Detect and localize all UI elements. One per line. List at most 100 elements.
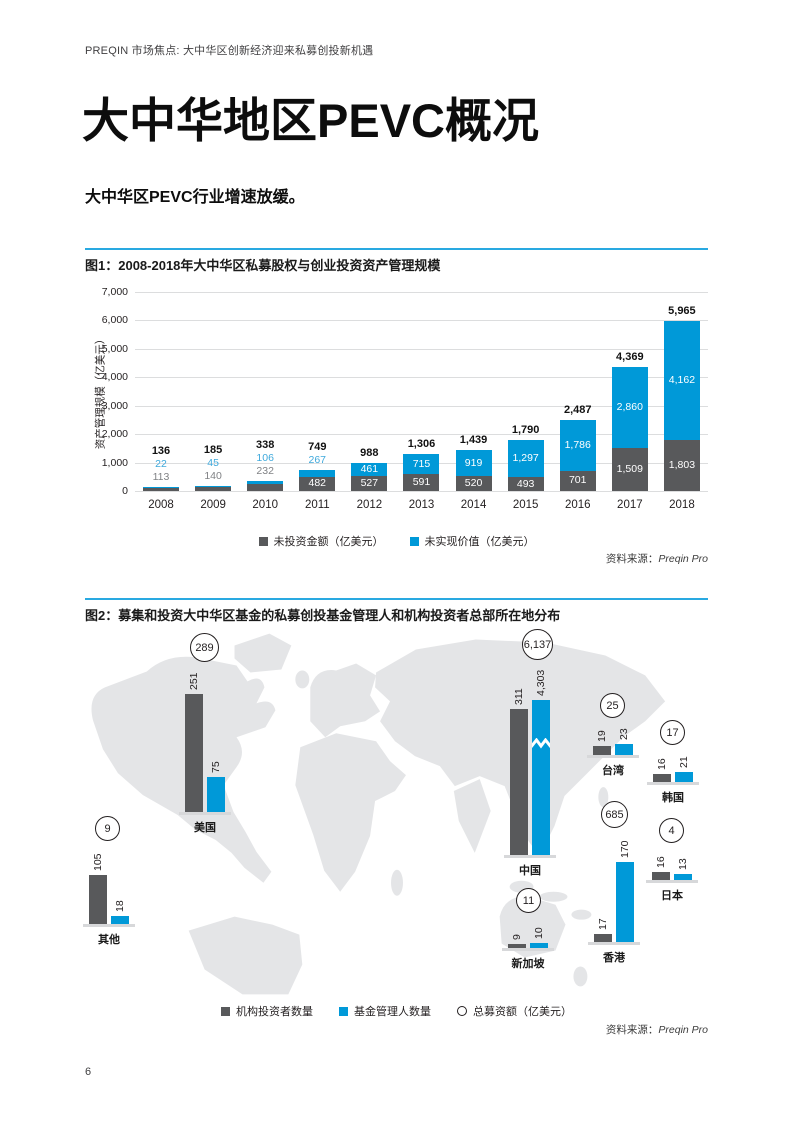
managers-bar — [207, 776, 225, 812]
y-axis-tick-label: 6,000 — [101, 314, 128, 327]
bar-column: 701 1,786 2,487 — [552, 292, 604, 491]
bar-total-label: 185 — [203, 443, 223, 456]
bar-uninvested-label: 113 — [152, 470, 170, 483]
segment-value-label: 2,860 — [616, 400, 643, 413]
bar-column: 520 919 1,439 — [448, 292, 500, 491]
legend-label: 机构投资者数量 — [236, 1006, 313, 1018]
page-number: 6 — [85, 1066, 92, 1078]
total-raised-badge: 25 — [600, 693, 625, 718]
investors-bar — [510, 708, 528, 855]
y-axis-title: 资产管理规模（亿美元） — [94, 333, 107, 450]
bar-total-label: 749 — [308, 440, 327, 453]
segment-value-label: 493 — [516, 478, 535, 490]
station-name: 台湾 — [602, 765, 624, 777]
bar-segment-unrealized — [299, 469, 336, 478]
bar-column: 1,509 2,860 4,369 — [604, 292, 656, 491]
bar-column: 185 45 140 — [187, 292, 239, 491]
x-axis-year-label: 2017 — [617, 499, 643, 511]
segment-value-label: 520 — [464, 477, 483, 490]
x-axis-year-label: 2008 — [148, 499, 174, 511]
figure-1-plot-area: 0 1,000 2,000 3,000 4,000 5,000 6,000 7,000 资产管理… — [85, 248, 708, 528]
source-label: 资料来源： — [605, 553, 659, 565]
managers-bar — [616, 862, 634, 942]
rotated-value-label: 311 — [513, 688, 525, 705]
page-subtitle: 大中华区PEVC行业增速放缓。 — [85, 189, 305, 206]
station-baseline — [647, 782, 699, 785]
bar-uninvested-label: 232 — [256, 465, 274, 478]
bar-total-label: 5,965 — [668, 305, 696, 318]
bar-segment-uninvested: 482 — [299, 477, 336, 491]
segment-value-label: 1,297 — [512, 452, 539, 465]
total-raised-badge: 17 — [660, 720, 685, 745]
gridline — [135, 491, 708, 492]
bar-value-stack: 4,369 — [596, 351, 664, 364]
rotated-value-label: 13 — [677, 858, 689, 870]
bar-value-stack: 338 106 232 — [231, 439, 299, 478]
bar-total-label: 1,439 — [459, 434, 488, 447]
station-name: 日本 — [661, 890, 683, 902]
gridline — [135, 292, 708, 293]
station-name: 中国 — [519, 865, 541, 877]
legend-item: 未实现价值（亿美元） — [409, 533, 535, 549]
legend-label: 未投资金额（亿美元） — [273, 536, 384, 548]
legend-label: 基金管理人数量 — [354, 1006, 431, 1018]
gridline — [135, 320, 708, 322]
bar-column: 1,803 4,162 5,965 — [656, 292, 708, 491]
bar-total-label: 1,306 — [407, 437, 436, 450]
figure-2-source: 资料来源：Preqin Pro — [606, 1022, 708, 1037]
bar-segment-uninvested: 1,803 — [663, 439, 700, 491]
legend-circle-marker — [457, 1006, 467, 1016]
legend-square-marker — [221, 1006, 230, 1016]
bar-column: 527 461 988 — [343, 292, 395, 491]
bar-segment-unrealized: 1,297 — [507, 440, 544, 477]
x-axis-year-label: 2010 — [252, 499, 278, 511]
rotated-value-label: 4,303 — [535, 669, 547, 696]
figure-1-title: 图1：2008-2018年大中华区私募股权与创业投资资产管理规模 — [85, 258, 441, 273]
bar-uninvested-label: 140 — [204, 469, 222, 482]
total-raised-badge: 11 — [516, 888, 541, 913]
rotated-value-label: 75 — [210, 761, 222, 773]
figure-2-rule — [85, 598, 708, 600]
legend-label: 总募资额（亿美元） — [473, 1006, 572, 1018]
bar-total-label: 988 — [360, 446, 379, 459]
segment-value-label: 1,786 — [564, 439, 591, 452]
rotated-value-label: 105 — [92, 853, 104, 871]
segment-value-label: 919 — [464, 457, 483, 470]
bar-column: 482 749 267 — [291, 292, 343, 491]
rotated-value-label: 170 — [619, 840, 631, 859]
bar-unrealized-label: 22 — [155, 457, 167, 470]
figure-2-map-area: 251 75 美国 289 105 18 其他 9 311 4,303 中国 6,137 19 23 台湾 2… — [83, 625, 708, 995]
station-baseline — [502, 948, 554, 951]
station-baseline — [588, 942, 640, 945]
bar-column: 493 1,297 1,790 — [500, 292, 552, 491]
rotated-value-label: 16 — [655, 856, 667, 869]
bar-column: 591 715 1,306 — [395, 292, 447, 491]
total-raised-badge: 289 — [190, 633, 219, 662]
investors-bar — [653, 774, 671, 782]
investors-bar — [593, 746, 611, 755]
station-baseline — [83, 924, 135, 927]
total-raised-badge: 6,137 — [522, 629, 553, 660]
rotated-value-label: 23 — [618, 728, 630, 741]
bar-value-stack: 1,790 — [492, 424, 560, 437]
station-name: 韩国 — [662, 792, 684, 804]
x-axis-year-label: 2012 — [356, 499, 383, 511]
bar-value-stack: 749 267 — [283, 441, 351, 467]
station-baseline — [646, 880, 698, 883]
bar-value-stack: 185 45 140 — [179, 444, 247, 483]
bar-segment-uninvested — [195, 487, 232, 491]
page-title: 大中华地区PEVC概况 — [82, 94, 539, 147]
y-axis-tick-label: 3,000 — [101, 399, 128, 412]
figure-2-map-chart: 图2：募集和投资大中华区基金的私募创投基金管理人和机构投资者总部所在地分布 — [83, 598, 708, 1048]
bar-segment-unrealized: 4,162 — [663, 321, 700, 440]
x-axis-year-label: 2015 — [512, 499, 539, 511]
rotated-value-label: 18 — [114, 899, 126, 912]
gridline — [135, 405, 708, 407]
segment-value-label: 701 — [568, 474, 587, 487]
bar-segment-uninvested: 591 — [403, 474, 440, 491]
bar-segment-uninvested — [247, 484, 284, 491]
rotated-value-label: 17 — [597, 918, 609, 930]
bar-total-label: 136 — [151, 444, 171, 457]
rotated-value-label: 16 — [656, 758, 668, 771]
